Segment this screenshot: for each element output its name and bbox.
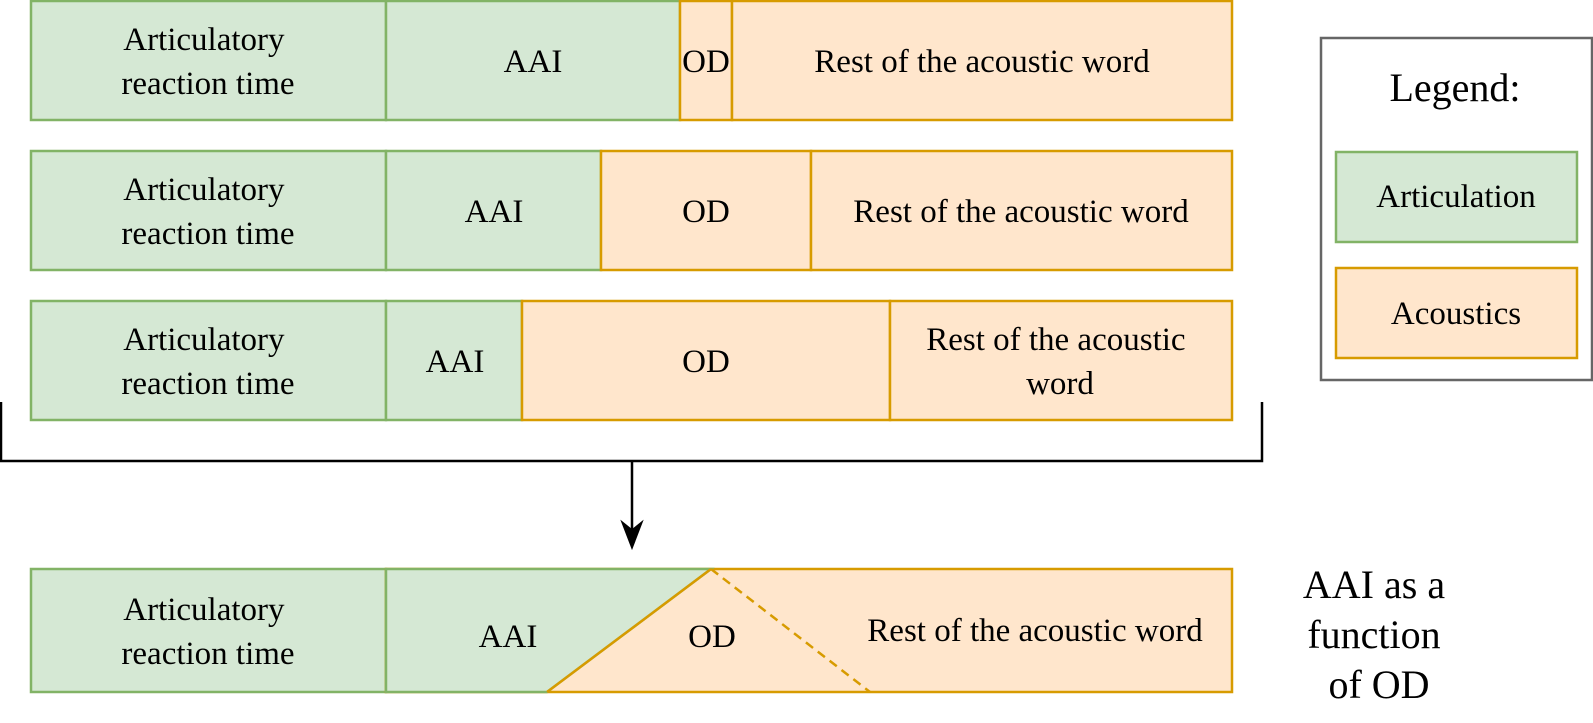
aai-label: AAI bbox=[504, 44, 563, 80]
legend-articulation-label: Articulation bbox=[1376, 179, 1535, 215]
reaction-time-label-line-2: reaction time bbox=[121, 366, 294, 402]
rest-of-word-label: Rest of the acoustic word bbox=[814, 44, 1150, 80]
od-label: OD bbox=[688, 619, 736, 655]
reaction-time-segment bbox=[29, 149, 388, 272]
reaction-time-segment bbox=[29, 567, 388, 694]
od-label: OD bbox=[682, 194, 730, 230]
rest-of-word-segment bbox=[888, 299, 1234, 422]
caption: AAI as a function of OD bbox=[1303, 562, 1455, 707]
combined-row: Articulatory reaction time AAI OD Rest o… bbox=[29, 567, 1234, 694]
legend-title: Legend: bbox=[1389, 65, 1520, 110]
od-segment bbox=[599, 149, 813, 272]
legend-acoustics-label: Acoustics bbox=[1391, 296, 1521, 332]
aai-segment bbox=[384, 149, 603, 272]
reaction-time-segment bbox=[29, 0, 388, 122]
timeline-row-1: Articulatory reaction time AAI OD Rest o… bbox=[29, 0, 1234, 122]
aai-label: AAI bbox=[426, 344, 485, 380]
legend-articulation-swatch bbox=[1334, 150, 1579, 244]
rest-of-word-segment bbox=[730, 0, 1234, 122]
merge-bracket bbox=[0, 402, 1264, 535]
rest-of-word-label-line-2: word bbox=[1026, 366, 1094, 402]
rest-of-word-label-line-1: Rest of the acoustic bbox=[926, 322, 1185, 358]
legend-acoustics-swatch bbox=[1334, 266, 1579, 360]
aai-od-boundary bbox=[546, 568, 712, 693]
reaction-time-label: Articulatory reaction time bbox=[121, 22, 294, 102]
reaction-time-label-line-2: reaction time bbox=[121, 636, 294, 672]
od-label: OD bbox=[682, 344, 730, 380]
timeline-row-2: Articulatory reaction time AAI OD Rest o… bbox=[29, 149, 1234, 272]
reaction-time-label: Articulatory reaction time bbox=[121, 592, 294, 672]
caption-line-1: AAI as a bbox=[1303, 562, 1445, 607]
legend: Legend: Articulation Acoustics bbox=[1319, 36, 1593, 382]
aai-label: AAI bbox=[465, 194, 524, 230]
caption-line-2: function bbox=[1307, 612, 1440, 657]
od-rest-boundary bbox=[710, 568, 871, 693]
reaction-time-label: Articulatory reaction time bbox=[121, 172, 294, 252]
caption-line-3: of OD bbox=[1328, 662, 1429, 707]
od-label: OD bbox=[682, 44, 730, 80]
arrow-head bbox=[620, 519, 644, 551]
timeline-row-3: Articulatory reaction time AAI OD Rest o… bbox=[29, 299, 1234, 422]
rest-of-word-label: Rest of the acoustic word bbox=[853, 194, 1189, 230]
reaction-time-label-line-2: reaction time bbox=[121, 66, 294, 102]
aai-segment bbox=[384, 0, 682, 122]
reaction-time-label-line-1: Articulatory bbox=[123, 322, 285, 358]
rest-of-word-label: Rest of the acoustic word bbox=[867, 613, 1203, 649]
aai-label: AAI bbox=[479, 619, 538, 655]
reaction-time-label: Articulatory reaction time bbox=[121, 322, 294, 402]
reaction-time-label-line-1: Articulatory bbox=[123, 172, 285, 208]
reaction-time-label-line-1: Articulatory bbox=[123, 22, 285, 58]
od-segment bbox=[520, 299, 892, 422]
rest-of-word-label: Rest of the acoustic word bbox=[926, 322, 1194, 402]
reaction-time-label-line-1: Articulatory bbox=[123, 592, 285, 628]
reaction-time-segment bbox=[29, 299, 388, 422]
rest-of-word-segment bbox=[809, 149, 1234, 272]
reaction-time-label-line-2: reaction time bbox=[121, 216, 294, 252]
